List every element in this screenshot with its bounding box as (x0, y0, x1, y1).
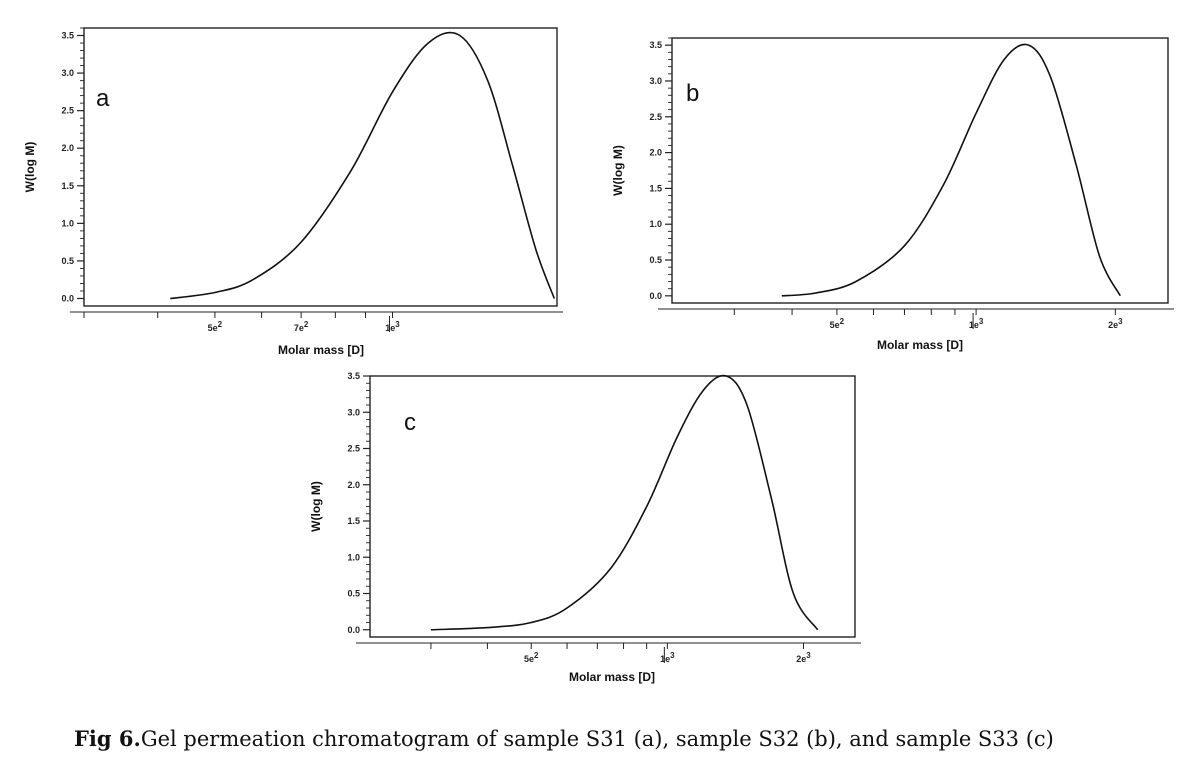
x-axis-title: Molar mass [D] (569, 670, 655, 684)
panel-letter: c (404, 409, 416, 436)
y-tick-label: 0.0 (347, 625, 360, 635)
x-tick-label: 1e3 (660, 651, 675, 664)
y-tick-label: 2.0 (61, 143, 74, 153)
distribution-curve (430, 374, 819, 631)
x-tick-label: 1e3 (969, 317, 984, 330)
y-tick-label: 0.5 (347, 589, 360, 599)
x-tick-label: 7e2 (294, 320, 309, 333)
y-tick-label: 3.0 (61, 68, 74, 78)
y-tick-label: 0.0 (61, 293, 74, 303)
y-tick-label: 3.5 (649, 40, 662, 50)
y-tick-label: 2.5 (347, 444, 360, 454)
distribution-curve (170, 31, 556, 300)
plot-frame (369, 375, 856, 638)
panel-letter: b (686, 80, 699, 107)
x-axis-title: Molar mass [D] (278, 343, 364, 357)
x-tick-label: 1e3 (385, 320, 400, 333)
panel-letter: a (96, 85, 110, 112)
x-minor-ticks (430, 643, 804, 649)
x-tick-label: 2e3 (796, 651, 811, 664)
chart-panel-b: 0.0 0.5 1.0 1.5 2.0 2.5 3.0 3.5 5e2 1e3 2e3 Molar m… (611, 37, 1174, 352)
x-minor-ticks (733, 309, 1116, 315)
y-tick-label: 3.5 (347, 371, 360, 381)
x-tick-label: 5e2 (524, 651, 539, 664)
x-tick-label: 5e2 (208, 320, 223, 333)
plot-frame (83, 27, 558, 307)
distribution-curve (781, 43, 1122, 297)
y-axis-title: W(log M) (309, 481, 323, 532)
y-tick-label: 1.5 (649, 183, 662, 193)
y-axis-title: W(log M) (23, 142, 37, 193)
y-minor-ticks (665, 37, 672, 297)
y-tick-label: 1.5 (61, 181, 74, 191)
y-tick-label: 3.5 (61, 31, 74, 41)
y-minor-ticks (77, 27, 84, 300)
caption-label: Fig 6. (74, 726, 141, 751)
y-tick-label: 0.5 (649, 255, 662, 265)
y-tick-label: 3.0 (649, 76, 662, 86)
x-minor-ticks (83, 312, 394, 318)
y-axis-title: W(log M) (611, 145, 625, 196)
caption-text: Gel permeation chromatogram of sample S3… (140, 727, 1054, 751)
y-tick-label: 3.0 (347, 407, 360, 417)
x-tick-label: 5e2 (830, 317, 845, 330)
figure-caption: Fig 6.Gel permeation chromatogram of sam… (74, 726, 1174, 751)
plot-frame (671, 37, 1169, 304)
x-axis-title: Molar mass [D] (877, 338, 963, 352)
y-tick-label: 2.0 (649, 148, 662, 158)
y-tick-label: 2.0 (347, 480, 360, 490)
chart-panel-c: 0.0 0.5 1.0 1.5 2.0 2.5 3.0 3.5 5e2 1e3 2e3 Molar m… (309, 371, 861, 684)
y-tick-label: 2.5 (649, 112, 662, 122)
y-tick-label: 1.0 (61, 218, 74, 228)
x-tick-label: 2e3 (1108, 317, 1123, 330)
y-tick-label: 0.5 (61, 256, 74, 266)
chart-panel-a: 0.0 0.5 1.0 1.5 2.0 2.5 3.0 3.5 5e2 7e2 1e3 Molar m… (23, 27, 563, 357)
y-minor-ticks (363, 375, 370, 631)
y-tick-label: 1.5 (347, 516, 360, 526)
y-tick-label: 1.0 (347, 552, 360, 562)
y-tick-label: 0.0 (649, 291, 662, 301)
y-tick-label: 1.0 (649, 219, 662, 229)
y-tick-label: 2.5 (61, 106, 74, 116)
